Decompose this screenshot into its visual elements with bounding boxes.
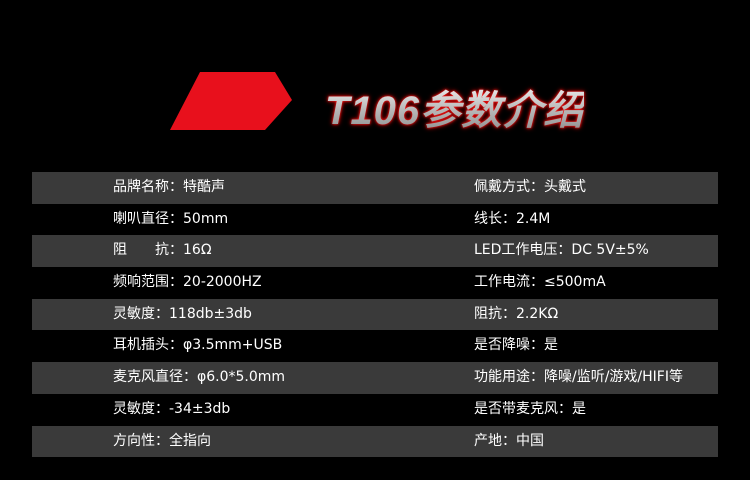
spec-row: 灵敏度：118db±3db 阻抗：2.2KΩ xyxy=(32,298,718,331)
spec-left: 阻 抗：16Ω xyxy=(113,242,212,259)
spec-right: 功能用途：降噪/监听/游戏/HIFI等 xyxy=(474,369,683,386)
spec-row: 耳机插头：φ3.5mm+USB 是否降噪：是 xyxy=(32,330,718,362)
spec-row: 阻 抗：16Ω LED工作电压：DC 5V±5% xyxy=(32,235,718,268)
spec-right: 阻抗：2.2KΩ xyxy=(474,305,559,322)
spec-right: LED工作电压：DC 5V±5% xyxy=(474,242,649,259)
spec-left: 方向性：全指向 xyxy=(113,432,211,449)
spec-right: 是否降噪：是 xyxy=(474,337,558,354)
spec-row: 品牌名称：特酷声 佩戴方式：头戴式 xyxy=(32,172,718,204)
spec-left: 频响范围：20-2000HZ xyxy=(113,274,262,291)
spec-right: 工作电流：≤500mA xyxy=(474,274,606,291)
spec-left: 灵敏度：-34±3db xyxy=(113,400,231,417)
spec-left: 灵敏度：118db±3db xyxy=(113,305,252,322)
spec-row: 喇叭直径：50mm 线长：2.4M xyxy=(32,204,718,236)
spec-row: 灵敏度：-34±3db 是否带麦克风：是 xyxy=(32,394,718,426)
spec-right: 线长：2.4M xyxy=(474,210,551,227)
spec-left: 麦克风直径：φ6.0*5.0mm xyxy=(113,369,286,386)
spec-right: 产地：中国 xyxy=(474,432,544,449)
spec-left: 喇叭直径：50mm xyxy=(113,210,229,227)
spec-row: 方向性：全指向 产地：中国 xyxy=(32,425,718,458)
red-arrow-banner-icon xyxy=(170,72,292,130)
page-title: T106参数介绍 xyxy=(325,78,584,136)
spec-row: 麦克风直径：φ6.0*5.0mm 功能用途：降噪/监听/游戏/HIFI等 xyxy=(32,362,718,394)
spec-left: 耳机插头：φ3.5mm+USB xyxy=(113,337,283,354)
spec-row: 频响范围：20-2000HZ 工作电流：≤500mA xyxy=(32,267,718,299)
spec-right: 佩戴方式：头戴式 xyxy=(474,179,586,195)
spec-table: 品牌名称：特酷声 佩戴方式：头戴式喇叭直径：50mm 线长：2.4M 阻 抗：16Ω L… xyxy=(32,172,718,458)
spec-right: 是否带麦克风：是 xyxy=(474,400,586,417)
spec-left: 品牌名称：特酷声 xyxy=(113,179,225,195)
